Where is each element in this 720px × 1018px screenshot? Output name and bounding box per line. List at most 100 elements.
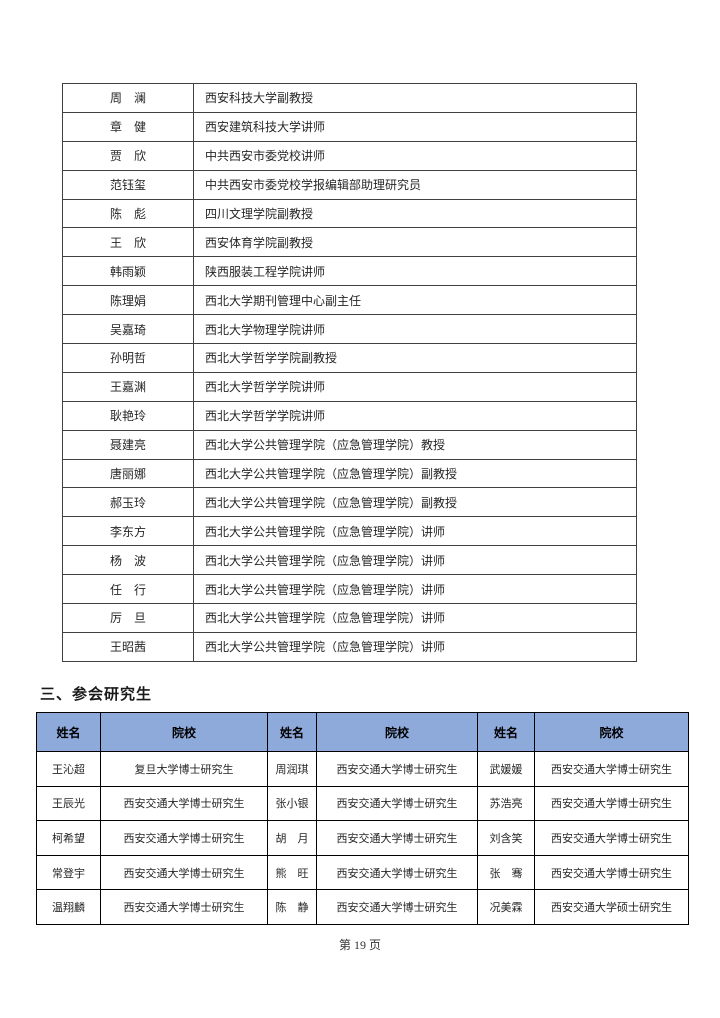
faculty-name-cell: 李东方 [62, 516, 194, 547]
student-institution-cell: 西安交通大学博士研究生 [100, 854, 268, 891]
faculty-continuation-table: 周 澜西安科技大学副教授章 健西安建筑科技大学讲师贾 欣中共西安市委党校讲师 范钰… [62, 83, 637, 663]
student-institution-cell: 西安交通大学博士研究生 [534, 854, 689, 891]
student-name-cell: 张 骞 [477, 854, 535, 891]
table-row: 王昭茜 西北大学公共管理学院（应急管理学院）讲师 [62, 631, 637, 663]
table-row: 温翔麟 西安交通大学博士研究生陈 静西安交通大学博士研究生 况美霖 西安交通大学硕士研… [36, 889, 689, 925]
student-institution-cell: 西安交通大学博士研究生 [534, 785, 689, 822]
student-institution-cell: 西安交通大学博士研究生 [100, 820, 268, 856]
table-row: 常登宇 西安交通大学博士研究生熊 旺西安交通大学博士研究生张 骞西安交通大学博士研… [36, 854, 689, 891]
faculty-name-cell: 陈 彪 [62, 198, 194, 229]
table-row: 章 健西安建筑科技大学讲师 [62, 111, 637, 142]
student-institution-cell: 西安交通大学博士研究生 [534, 820, 689, 856]
column-header: 院校 [100, 712, 268, 752]
faculty-affiliation-cell: 西北大学期刊管理中心副主任 [193, 285, 637, 316]
faculty-name-cell: 聂建亮 [62, 429, 194, 460]
student-institution-cell: 西安交通大学博士研究生 [316, 889, 478, 925]
student-name-cell: 陈 静 [267, 889, 317, 925]
table-row: 厉 旦西北大学公共管理学院（应急管理学院）讲师 [62, 603, 637, 633]
section-title: 三、参会研究生 [40, 686, 153, 703]
faculty-name-cell: 孙明哲 [62, 343, 194, 373]
table-row: 柯希望 西安交通大学博士研究生胡 月西安交通大学博士研究生 刘含笑 西安交通大学博士研… [36, 820, 689, 856]
faculty-affiliation-cell: 西北大学公共管理学院（应急管理学院）副教授 [193, 487, 637, 518]
student-name-cell: 苏浩亮 [477, 785, 535, 822]
student-name-cell: 况美霖 [477, 889, 535, 925]
table-row: 耿艳玲 西北大学哲学学院讲师 [62, 400, 637, 431]
column-header: 姓名 [36, 712, 101, 752]
faculty-affiliation-cell: 中共西安市委党校讲师 [193, 140, 637, 171]
table-row: 陈理娟 西北大学期刊管理中心副主任 [62, 285, 637, 316]
student-institution-cell: 西安交通大学博士研究生 [316, 854, 478, 891]
table-header-row: 姓名 院校 姓名 院校 姓名 院校 [36, 712, 689, 752]
faculty-affiliation-cell: 西北大学哲学学院副教授 [193, 343, 637, 373]
faculty-name-cell: 唐丽娜 [62, 458, 194, 489]
student-name-cell: 王沁超 [36, 751, 101, 787]
faculty-affiliation-cell: 陕西服装工程学院讲师 [193, 256, 637, 287]
table-row: 周 澜西安科技大学副教授 [62, 83, 637, 113]
student-institution-cell: 西安交通大学硕士研究生 [534, 889, 689, 925]
student-name-cell: 王辰光 [36, 785, 101, 822]
student-name-cell: 张小银 [267, 785, 317, 822]
faculty-name-cell: 章 健 [62, 111, 194, 142]
student-name-cell: 柯希望 [36, 820, 101, 856]
faculty-affiliation-cell: 西北大学哲学学院讲师 [193, 371, 637, 402]
column-header: 姓名 [477, 712, 535, 752]
table-row: 唐丽娜 西北大学公共管理学院（应急管理学院）副教授 [62, 458, 637, 489]
faculty-name-cell: 郝玉玲 [62, 487, 194, 518]
faculty-affiliation-cell: 西北大学公共管理学院（应急管理学院）讲师 [193, 516, 637, 547]
faculty-affiliation-cell: 西安建筑科技大学讲师 [193, 111, 637, 142]
faculty-affiliation-cell: 西北大学公共管理学院（应急管理学院）讲师 [193, 631, 637, 663]
faculty-name-cell: 贾 欣 [62, 140, 194, 171]
faculty-affiliation-cell: 西安科技大学副教授 [193, 83, 637, 113]
student-institution-cell: 西安交通大学博士研究生 [316, 820, 478, 856]
faculty-affiliation-cell: 西北大学物理学院讲师 [193, 314, 637, 345]
column-header: 院校 [534, 712, 689, 752]
faculty-affiliation-cell: 西北大学公共管理学院（应急管理学院）教授 [193, 429, 637, 460]
table-row: 王沁超 复旦大学博士研究生 周润琪 西安交通大学博士研究生 武媛媛 西安交通大学博士研究生 [36, 751, 689, 787]
table-row: 任 行西北大学公共管理学院（应急管理学院）讲师 [62, 574, 637, 605]
student-institution-cell: 西安交通大学博士研究生 [100, 889, 268, 925]
table-row: 王 欣西安体育学院副教授 [62, 227, 637, 258]
faculty-name-cell: 王嘉渊 [62, 371, 194, 402]
faculty-affiliation-cell: 西安体育学院副教授 [193, 227, 637, 258]
faculty-affiliation-cell: 中共西安市委党校学报编辑部助理研究员 [193, 169, 637, 200]
student-institution-cell: 西安交通大学博士研究生 [316, 785, 478, 822]
table-row: 陈 彪四川文理学院副教授 [62, 198, 637, 229]
table-row: 孙明哲 西北大学哲学学院副教授 [62, 343, 637, 373]
faculty-affiliation-cell: 西北大学公共管理学院（应急管理学院）副教授 [193, 458, 637, 489]
faculty-affiliation-cell: 西北大学公共管理学院（应急管理学院）讲师 [193, 545, 637, 576]
student-institution-cell: 西安交通大学博士研究生 [316, 751, 478, 787]
faculty-name-cell: 韩雨颖 [62, 256, 194, 287]
table-row: 聂建亮 西北大学公共管理学院（应急管理学院）教授 [62, 429, 637, 460]
column-header: 姓名 [267, 712, 317, 752]
student-name-cell: 周润琪 [267, 751, 317, 787]
faculty-name-cell: 厉 旦 [62, 603, 194, 633]
student-name-cell: 温翔麟 [36, 889, 101, 925]
table-row: 杨 波西北大学公共管理学院（应急管理学院）讲师 [62, 545, 637, 576]
student-name-cell: 胡 月 [267, 820, 317, 856]
table-row: 贾 欣中共西安市委党校讲师 [62, 140, 637, 171]
student-name-cell: 熊 旺 [267, 854, 317, 891]
table-row: 范钰玺 中共西安市委党校学报编辑部助理研究员 [62, 169, 637, 200]
student-name-cell: 武媛媛 [477, 751, 535, 787]
page-number: 第 19 页 [338, 938, 381, 952]
table-row: 李东方 西北大学公共管理学院（应急管理学院）讲师 [62, 516, 637, 547]
graduate-students-table: 姓名 院校 姓名 院校 姓名 院校 王沁超 复旦大学博士研究生 周润琪 西安交通大学博士研究生武… [36, 712, 689, 925]
student-name-cell: 常登宇 [36, 854, 101, 891]
faculty-affiliation-cell: 西北大学公共管理学院（应急管理学院）讲师 [193, 574, 637, 605]
faculty-name-cell: 吴嘉琦 [62, 314, 194, 345]
table-row: 韩雨颖 陕西服装工程学院讲师 [62, 256, 637, 287]
student-institution-cell: 复旦大学博士研究生 [100, 751, 268, 787]
student-institution-cell: 西安交通大学博士研究生 [100, 785, 268, 822]
faculty-name-cell: 周 澜 [62, 83, 194, 113]
table-row: 郝玉玲 西北大学公共管理学院（应急管理学院）副教授 [62, 487, 637, 518]
table-row: 吴嘉琦 西北大学物理学院讲师 [62, 314, 637, 345]
student-name-cell: 刘含笑 [477, 820, 535, 856]
faculty-name-cell: 陈理娟 [62, 285, 194, 316]
faculty-name-cell: 任 行 [62, 574, 194, 605]
faculty-affiliation-cell: 西北大学公共管理学院（应急管理学院）讲师 [193, 603, 637, 633]
faculty-name-cell: 杨 波 [62, 545, 194, 576]
faculty-affiliation-cell: 西北大学哲学学院讲师 [193, 400, 637, 431]
faculty-name-cell: 王 欣 [62, 227, 194, 258]
faculty-name-cell: 王昭茜 [62, 631, 194, 663]
